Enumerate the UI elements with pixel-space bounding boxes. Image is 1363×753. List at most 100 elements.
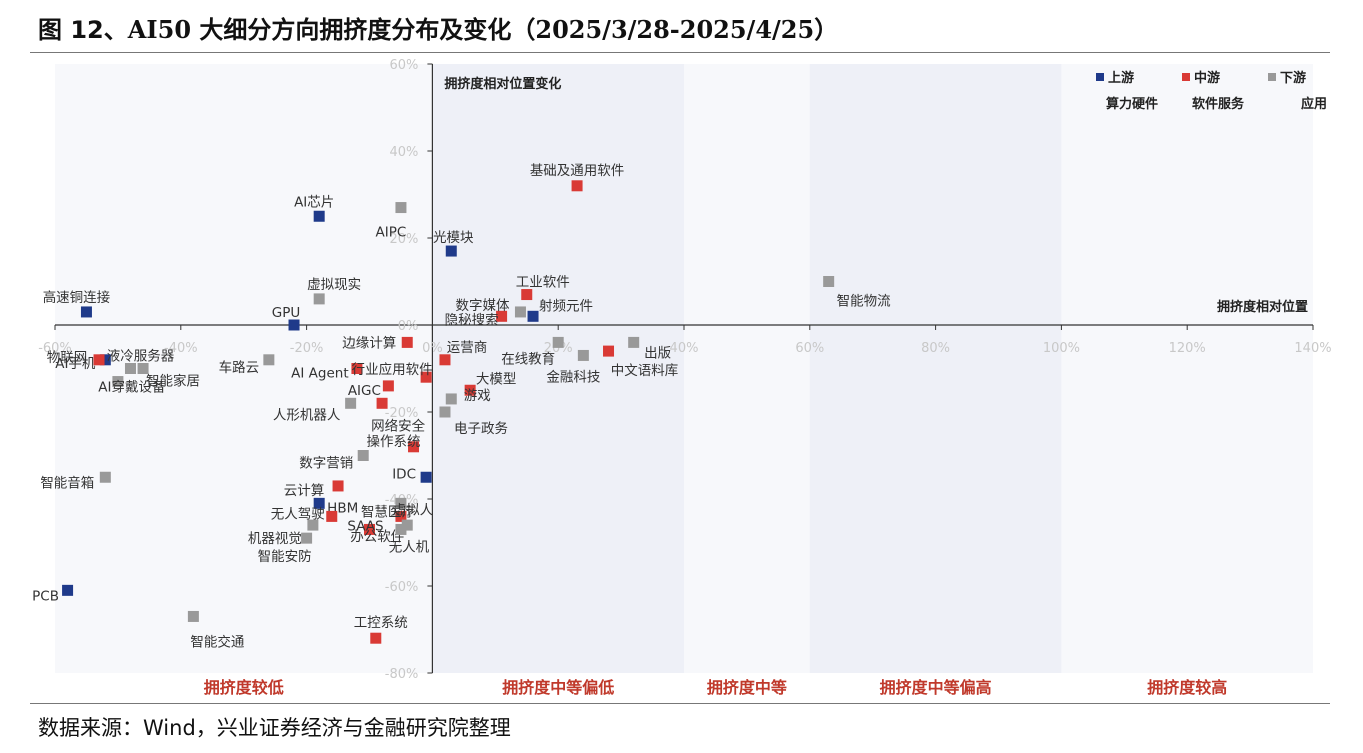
point-label: 虚拟现实 [307,277,361,293]
point-label: AI Agent [291,366,348,382]
scatter-point [401,336,413,348]
scatter-point [527,310,539,322]
scatter-point [99,354,111,366]
x-tick-label: -20% [290,341,324,356]
y-tick-label: -60% [385,580,419,595]
point-label: 出版 [644,345,671,361]
scatter-point [124,363,136,374]
legend-sub: 应用 [1301,96,1327,112]
x-tick-label: 80% [921,341,950,356]
point-label: 车路云 [219,359,260,376]
scatter-point [288,319,300,331]
figure-title: 图 12、AI50 大细分方向拥挤度分布及变化（2025/3/28-2025/4… [38,10,838,45]
scatter-point [187,610,199,622]
scatter-point [445,245,457,257]
legend-marker [1182,73,1190,81]
scatter-point [301,532,313,544]
scatter-point [351,363,363,374]
x-tick-label: 60% [795,341,824,356]
scatter-point [137,363,149,374]
zone-label: 拥挤度中等偏低 [502,678,614,697]
scatter-point [370,632,382,644]
point-label: AIGC [348,383,381,399]
point-label: 液冷服务器 [107,349,175,365]
x-tick-label: 120% [1169,341,1206,356]
point-label: 运营商 [447,340,488,356]
scatter-point [445,393,457,405]
point-label: 网络安全 [371,417,425,434]
point-label: 物联网 [47,350,88,366]
scatter-point [420,371,432,383]
scatter-point [401,519,413,531]
scatter-point [439,406,451,418]
point-label: 隐秘搜索 [445,312,499,328]
scatter-point [345,397,357,409]
point-label: SAAS [347,518,383,534]
point-label: 人形机器人 [273,407,341,423]
point-label: 机器视觉 [248,531,302,547]
scatter-point [307,519,319,531]
y-tick-label: 20% [389,232,418,247]
y-tick-label: 40% [389,145,418,160]
point-label: 云计算 [284,483,325,499]
x-tick-label: 40% [670,341,699,356]
point-label: 行业应用软件 [352,361,433,378]
point-label: 基础及通用软件 [530,162,625,179]
scatter-point [313,293,325,305]
legend-marker [1096,73,1104,81]
scatter-point [395,202,407,214]
y-axis-title: 拥挤度相对位置变化 [444,76,561,92]
point-label: 智能交通 [190,633,244,650]
scatter-point [823,276,835,287]
source-divider [30,703,1330,704]
point-label: 无人机 [389,539,430,555]
scatter-point [577,349,589,361]
point-label: IDC [392,466,416,482]
legend-sub: 软件服务 [1192,96,1245,112]
point-label: 工控系统 [354,615,408,631]
title-divider [30,52,1330,53]
scatter-point [395,510,407,522]
zone-label: 拥挤度中等偏高 [880,678,992,697]
point-label: PCB [32,588,59,604]
legend-marker [1268,73,1276,81]
scatter-point [439,354,451,366]
scatter-point [628,336,640,348]
legend-name: 下游 [1280,70,1306,86]
scatter-point [395,523,407,535]
point-label: AI芯片 [294,194,334,210]
scatter-point [521,289,533,301]
y-tick-label: 60% [389,58,418,73]
legend-name: 上游 [1108,70,1134,86]
x-tick-label: 0% [422,341,443,356]
point-label: 中文语料库 [611,363,679,379]
point-label: 高速铜连接 [43,289,111,306]
x-tick-label: 20% [544,341,573,356]
title-middle: 大细分方向拥挤度分布及变化（ [191,16,536,44]
scatter-point [420,471,432,483]
x-tick-label: -40% [164,341,198,356]
y-tick-label: -20% [385,406,419,421]
scatter-point [99,471,111,483]
scatter-point [62,584,74,596]
scatter-chart: 拥挤度较低 拥挤度中等偏低 拥挤度中等 拥挤度中等偏高 拥挤度较高 -60% -40% -20… [32,58,1331,697]
x-axis-title: 拥挤度相对位置 [1217,299,1308,315]
zone-band [432,64,684,673]
zone-band [809,64,1062,673]
scatter-point [357,450,369,461]
point-label: 智能家居 [146,373,200,390]
point-label: AIPC [376,225,407,241]
scatter-point [112,376,124,388]
zone-label: 拥挤度较高 [1147,678,1227,697]
source-note: 数据来源：Wind，兴业证券经济与金融研究院整理 [38,716,511,740]
scatter-point [395,497,407,509]
scatter-point [326,510,338,522]
scatter-point [552,336,564,348]
scatter-point [332,480,344,492]
title-date-range: 2025/3/28-2025/4/25 [535,15,815,44]
scatter-point [93,354,105,366]
zone-label: 拥挤度较低 [204,678,284,697]
point-label: 大模型 [476,371,517,387]
point-label: 办公软件 [350,529,404,545]
y-tick-label: 0% [398,319,419,334]
